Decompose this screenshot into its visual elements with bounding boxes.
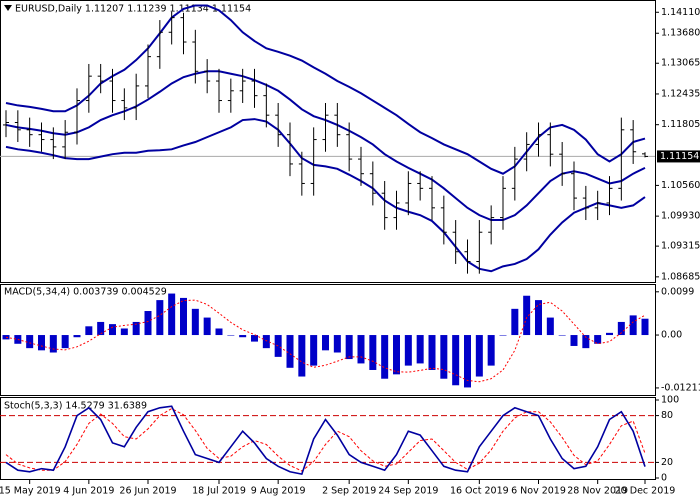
x-tick-label: 20 Dec 2019	[615, 486, 676, 497]
macd-bar	[345, 335, 353, 360]
macd-bar	[322, 335, 329, 351]
macd-bar	[570, 335, 578, 346]
y-tick-label: 1.14110	[661, 7, 700, 18]
macd-bar	[262, 335, 270, 349]
chart-title: Stoch(5,3,3) 14.5279 31.6389	[4, 401, 147, 412]
macd-bar	[109, 324, 116, 336]
macd-bar	[251, 335, 258, 342]
y-tick-label: 0.00	[661, 330, 682, 341]
macd-bar	[26, 335, 34, 349]
y-tick-label: 1.09315	[661, 241, 700, 252]
bollinger-lower	[5, 118, 646, 273]
macd-bar	[416, 335, 424, 364]
current-price-label: 1.11154	[660, 151, 699, 162]
macd-bar	[97, 321, 105, 336]
macd-bar	[381, 335, 389, 379]
macd-bar	[641, 318, 649, 336]
macd-bar	[404, 335, 412, 366]
macd-bar	[464, 335, 471, 388]
macd-bar	[61, 335, 69, 349]
macd-bar	[393, 335, 400, 375]
macd-bar	[357, 335, 365, 364]
macd-bar	[594, 335, 602, 344]
stoch-panel	[0, 397, 656, 480]
y-tick-label: 1.13065	[661, 58, 700, 69]
x-tick-label: 28 Nov 2019	[567, 486, 628, 497]
macd-bar	[85, 326, 93, 336]
stoch-main	[5, 405, 646, 476]
macd-panel	[0, 284, 656, 396]
stoch-signal	[5, 408, 646, 472]
y-tick-label: 1.11805	[661, 119, 700, 130]
x-tick-label: 4 Jun 2019	[63, 486, 114, 497]
macd-bar	[180, 297, 187, 336]
x-tick-label: 9 Aug 2019	[251, 486, 306, 497]
y-tick-label: 0.0099	[661, 286, 694, 297]
x-tick-label: 6 Nov 2019	[511, 486, 566, 497]
macd-bar	[132, 321, 140, 336]
macd-bar	[298, 335, 306, 377]
macd-bar	[144, 311, 152, 336]
macd-bar	[428, 335, 436, 370]
x-tick-label: 15 May 2019	[0, 486, 61, 497]
macd-bar	[606, 332, 613, 336]
macd-bar	[546, 317, 554, 336]
macd-signal	[5, 299, 646, 383]
current-price-box	[657, 150, 700, 163]
macd-bar	[629, 315, 637, 336]
macd-bar	[191, 308, 199, 336]
chart-title: EURUSD,Daily 1.11207 1.11239 1.11134 1.1…	[15, 4, 251, 15]
macd-bar	[203, 317, 211, 336]
x-tick-label: 24 Sep 2019	[378, 486, 438, 497]
y-tick-label: 1.08685	[661, 271, 700, 282]
macd-bar	[487, 335, 495, 366]
chart-title: MACD(5,34,4) 0.003739 0.004529	[4, 287, 167, 298]
y-tick-label: 1.09930	[661, 211, 700, 222]
macd-bar	[168, 293, 176, 336]
macd-bar	[73, 335, 81, 338]
macd-bar	[558, 335, 566, 336]
y-tick-label: 20	[661, 457, 673, 468]
y-tick-label: 1.10560	[661, 180, 700, 191]
x-tick-label: 2 Sep 2019	[322, 486, 376, 497]
macd-bar	[511, 308, 519, 336]
y-tick-label: 1.12435	[661, 88, 700, 99]
y-tick-label: 0	[661, 473, 667, 484]
macd-bar	[582, 335, 590, 349]
macd-bar	[499, 335, 507, 336]
symbol-icon	[4, 5, 12, 11]
price-panel	[0, 0, 656, 283]
macd-bar	[215, 328, 223, 336]
y-tick-label: -0.01211	[661, 382, 700, 393]
macd-bar	[333, 335, 341, 353]
macd-bar	[310, 335, 318, 366]
y-tick-label: 100	[661, 395, 679, 406]
macd-bar	[38, 335, 45, 351]
x-tick-label: 26 Jun 2019	[119, 486, 176, 497]
macd-bar	[369, 335, 377, 370]
x-tick-label: 18 Jul 2019	[192, 486, 246, 497]
macd-bar	[535, 300, 542, 336]
y-tick-label: 1.13680	[661, 28, 700, 39]
x-tick-label: 16 Oct 2019	[450, 486, 509, 497]
y-tick-label: 80	[661, 410, 673, 421]
macd-bar	[523, 295, 531, 336]
macd-bar	[227, 335, 235, 336]
macd-bar	[452, 335, 460, 386]
macd-bar	[239, 335, 247, 338]
macd-bar	[156, 300, 164, 336]
macd-bar	[49, 335, 57, 353]
macd-bar	[475, 335, 483, 377]
macd-bar	[120, 328, 128, 336]
macd-bar	[286, 335, 294, 368]
macd-bar	[617, 321, 625, 336]
macd-bar	[440, 335, 448, 379]
